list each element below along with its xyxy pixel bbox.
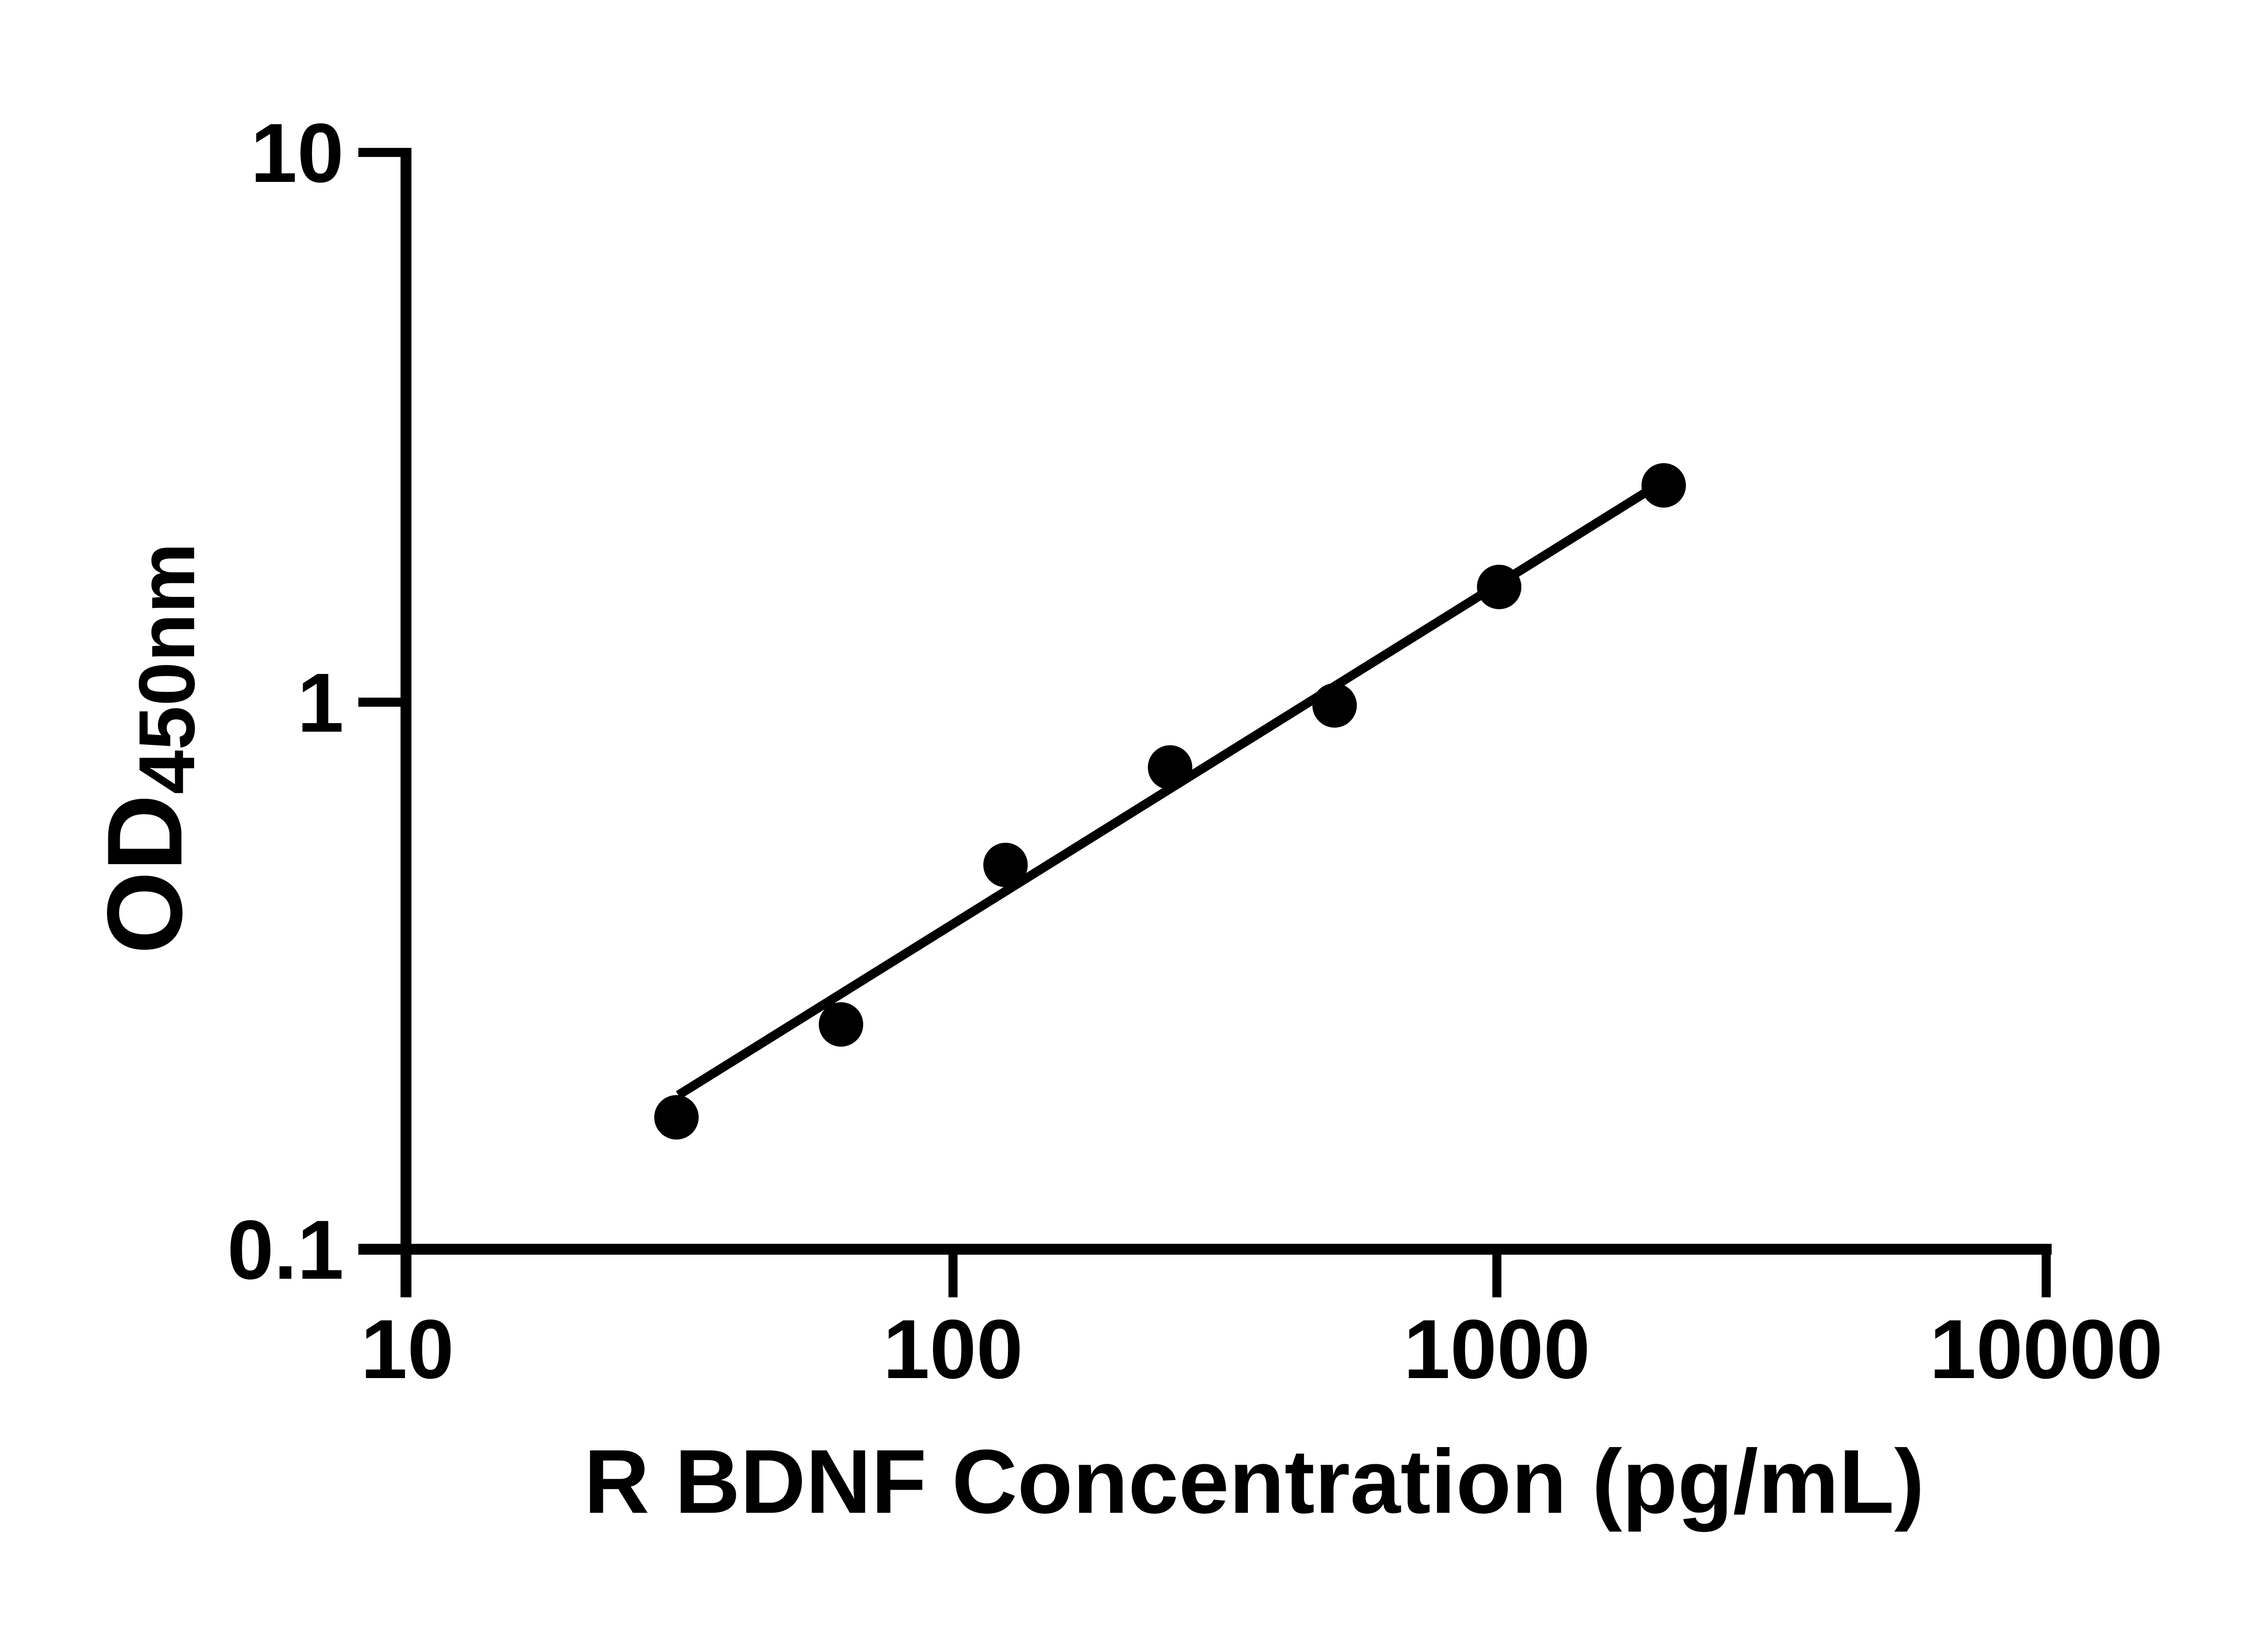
data-point — [654, 1095, 699, 1140]
x-tick-10000 — [2042, 1249, 2051, 1297]
x-tick-100 — [948, 1249, 958, 1297]
data-point — [819, 1002, 864, 1047]
y-tick-1 — [358, 698, 406, 707]
y-tick-label-0-1: 0.1 — [227, 1203, 344, 1297]
x-axis-title: R BDNF Concentration (pg/mL) — [584, 1431, 1924, 1532]
y-tick-0-1 — [358, 1245, 406, 1254]
data-point — [1148, 745, 1193, 790]
y-tick-label-1: 1 — [297, 656, 344, 750]
x-tick-label-10000: 10000 — [1930, 1303, 2163, 1396]
x-tick-label-1000: 1000 — [1403, 1303, 1590, 1396]
data-points-layer — [654, 463, 1686, 1140]
data-point — [1641, 463, 1686, 508]
y-tick-label-10: 10 — [250, 107, 344, 200]
x-tick-label-100: 100 — [883, 1303, 1023, 1396]
x-tick-1000 — [1492, 1249, 1501, 1297]
y-axis-line — [401, 148, 411, 1297]
x-axis-line — [358, 1244, 2052, 1255]
data-point — [983, 842, 1028, 887]
data-point — [1477, 564, 1521, 609]
y-axis-title-main: OD — [85, 794, 204, 954]
data-point — [1312, 683, 1357, 728]
x-tick-label-10: 10 — [361, 1303, 454, 1396]
y-axis-title: OD450nm — [85, 543, 211, 954]
y-tick-10 — [358, 148, 406, 157]
y-axis-title-subscript: 450nm — [123, 543, 211, 794]
axes — [358, 148, 2052, 1297]
